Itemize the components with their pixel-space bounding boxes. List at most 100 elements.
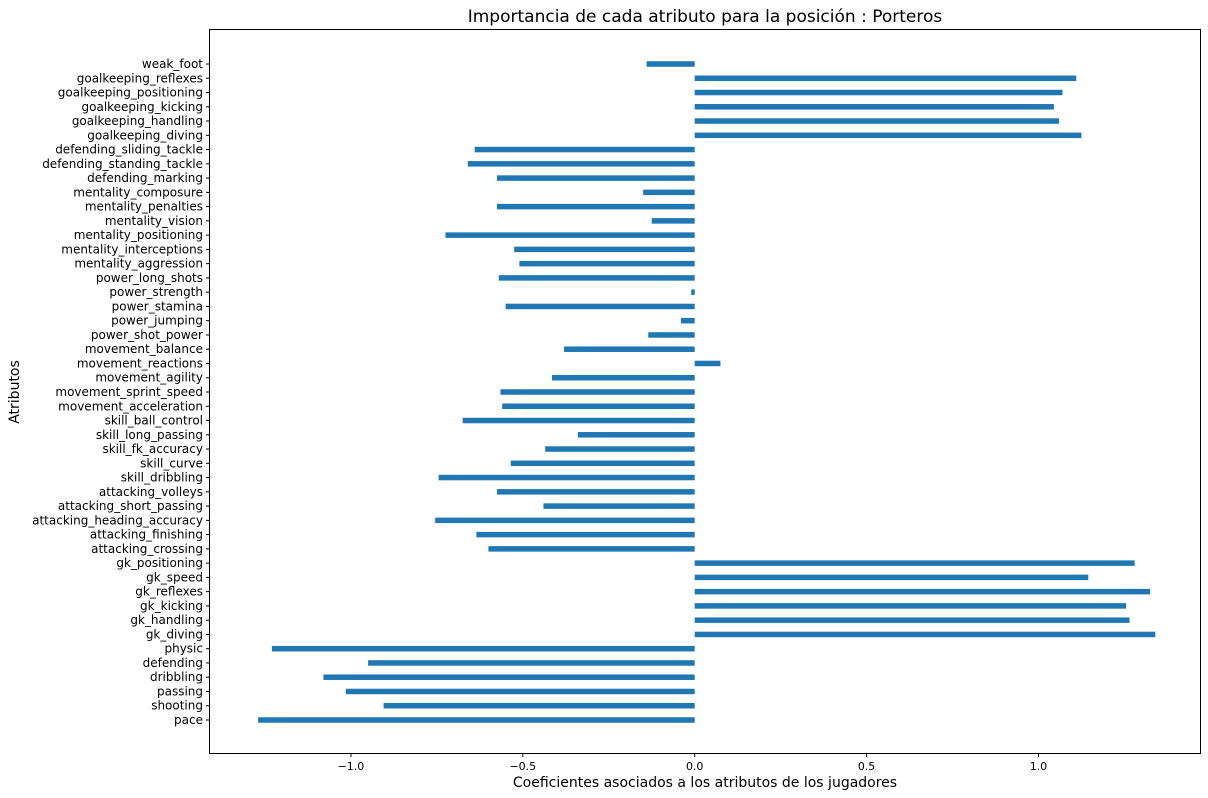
chart-title: Importancia de cada atributo para la pos… — [468, 7, 943, 27]
bar-gk_kicking — [694, 603, 1127, 609]
bar-movement_sprint_speed — [500, 389, 695, 395]
y-tick-label: power_strength — [109, 285, 203, 299]
bar-mentality_interceptions — [514, 246, 695, 253]
y-tick-label: gk_speed — [146, 570, 203, 584]
y-tick-label: power_shot_power — [91, 328, 203, 342]
plot-frame — [209, 29, 1201, 754]
y-tick-label: gk_positioning — [116, 556, 203, 570]
bar-power_jumping — [680, 317, 695, 324]
y-axis-label: Atributos — [7, 360, 23, 424]
bar-physic — [271, 645, 695, 652]
bar-goalkeeping_reflexes — [694, 75, 1077, 82]
y-tick-label: skill_curve — [140, 456, 203, 470]
x-tick-label: −0.5 — [509, 760, 536, 773]
bar-attacking_volleys — [497, 489, 695, 495]
y-tick-label: passing — [157, 684, 203, 698]
bar-goalkeeping_handling — [694, 118, 1060, 124]
bar-goalkeeping_diving — [694, 132, 1082, 139]
bar-power_shot_power — [648, 332, 695, 338]
bar-mentality_aggression — [519, 260, 695, 267]
x-tick-label: −1.0 — [338, 760, 365, 773]
bar-defending_standing_tackle — [467, 161, 695, 167]
y-tick-label: power_long_shots — [96, 271, 203, 285]
y-tick-label: attacking_finishing — [90, 528, 203, 542]
y-tick-label: mentality_aggression — [74, 257, 203, 271]
y-tick-label: defending_standing_tackle — [42, 157, 203, 171]
y-tick-label: skill_ball_control — [105, 414, 203, 428]
bar-defending — [368, 660, 695, 666]
y-tick-label: goalkeeping_positioning — [58, 86, 203, 100]
y-tick-label: mentality_composure — [73, 185, 203, 199]
bar-goalkeeping_kicking — [694, 104, 1054, 110]
y-tick-label: goalkeeping_kicking — [82, 100, 204, 114]
bar-movement_balance — [564, 346, 695, 352]
bar-power_long_shots — [498, 275, 695, 281]
bar-power_stamina — [505, 303, 695, 310]
y-ticks-group: paceshootingpassingdribblingdefendingphy… — [32, 57, 210, 727]
y-tick-label: skill_long_passing — [96, 428, 203, 442]
y-tick-label: mentality_positioning — [74, 228, 203, 242]
bar-skill_fk_accuracy — [545, 446, 695, 452]
bar-skill_long_passing — [577, 432, 695, 438]
bars-group — [258, 61, 1156, 723]
bar-defending_marking — [497, 175, 695, 181]
y-tick-label: goalkeeping_reflexes — [77, 71, 203, 85]
bar-goalkeeping_positioning — [694, 89, 1063, 96]
y-tick-label: gk_handling — [130, 613, 203, 627]
y-tick-label: skill_dribbling — [121, 471, 203, 485]
bar-mentality_penalties — [497, 203, 695, 210]
y-tick-label: defending_sliding_tackle — [55, 143, 203, 157]
bar-attacking_short_passing — [543, 503, 695, 509]
y-tick-label: defending_marking — [87, 171, 203, 185]
y-tick-label: dribbling — [150, 670, 203, 684]
bar-gk_diving — [694, 631, 1156, 638]
y-tick-label: mentality_interceptions — [61, 242, 203, 256]
y-tick-label: goalkeeping_diving — [87, 128, 203, 142]
y-tick-label: defending — [143, 656, 203, 670]
bar-attacking_finishing — [476, 531, 695, 538]
bar-attacking_crossing — [488, 546, 695, 552]
y-tick-label: weak_foot — [142, 57, 203, 71]
bar-movement_acceleration — [502, 403, 695, 410]
y-tick-label: movement_agility — [95, 371, 203, 385]
y-tick-label: mentality_vision — [105, 214, 203, 228]
bar-shooting — [383, 702, 695, 709]
bar-skill_curve — [510, 460, 695, 467]
bar-mentality_vision — [651, 218, 695, 224]
y-tick-label: skill_fk_accuracy — [102, 442, 203, 456]
x-ticks-group: −1.0 −0.5 0.0 0.5 1.0 — [338, 753, 1048, 773]
y-tick-label: shooting — [151, 699, 203, 713]
y-tick-label: goalkeeping_handling — [72, 114, 203, 128]
x-axis-label: Coeficientes asociados a los atributos d… — [513, 775, 897, 791]
bar-dribbling — [323, 674, 695, 680]
y-tick-label: physic — [164, 642, 203, 656]
bar-passing — [345, 688, 695, 695]
x-tick-label: 0.5 — [858, 760, 876, 773]
y-tick-label: movement_reactions — [77, 356, 203, 370]
x-tick-label: 1.0 — [1030, 760, 1048, 773]
y-tick-label: attacking_heading_accuracy — [32, 513, 203, 527]
bar-mentality_positioning — [445, 232, 695, 238]
bar-weak_foot — [646, 61, 695, 67]
y-tick-label: movement_acceleration — [58, 399, 203, 413]
y-tick-label: gk_diving — [146, 627, 203, 641]
y-tick-label: gk_kicking — [140, 599, 203, 613]
y-tick-label: pace — [174, 713, 203, 727]
bar-gk_positioning — [694, 560, 1135, 566]
bar-gk_speed — [694, 574, 1089, 581]
x-tick-label: 0.0 — [686, 760, 704, 773]
y-tick-label: gk_reflexes — [135, 585, 203, 599]
y-tick-label: power_jumping — [111, 314, 203, 328]
bar-movement_agility — [552, 374, 695, 381]
bar-attacking_heading_accuracy — [435, 517, 695, 524]
y-tick-label: movement_balance — [85, 342, 203, 356]
y-tick-label: attacking_crossing — [91, 542, 203, 556]
bar-defending_sliding_tackle — [474, 146, 695, 153]
bar-pace — [258, 717, 695, 723]
y-tick-label: movement_sprint_speed — [55, 385, 203, 399]
bar-movement_reactions — [694, 360, 721, 367]
bar-power_strength — [691, 289, 695, 295]
bar-mentality_composure — [643, 189, 695, 196]
y-tick-label: mentality_penalties — [85, 200, 203, 214]
